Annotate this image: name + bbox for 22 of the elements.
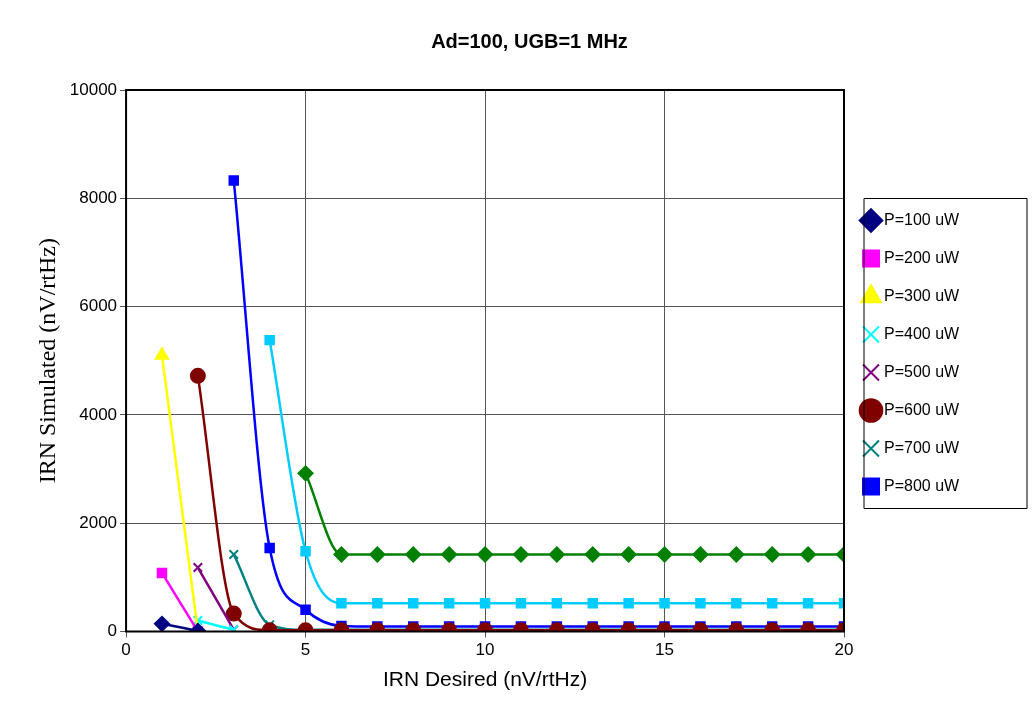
- x-tick-label: 0: [121, 640, 131, 660]
- x-tick-label: 5: [300, 640, 311, 660]
- legend-label: P=600 uW: [884, 400, 961, 418]
- legend-label: P=300 uW: [884, 286, 961, 304]
- legend-label: P=400 uW: [884, 324, 961, 342]
- x-axis-title: IRN Desired (nV/rtHz): [382, 667, 588, 691]
- x-tick-label: 20: [834, 640, 854, 660]
- y-tick-label: 10000: [69, 79, 118, 99]
- x-tick-label: 10: [475, 640, 495, 660]
- y-axis-title: IRN Simulated (nV/rtHz): [33, 238, 60, 484]
- y-tick-label: 0: [107, 621, 118, 641]
- chart-title: Ad=100, UGB=1 MHz: [431, 29, 628, 52]
- y-tick-label: 4000: [79, 404, 118, 424]
- legend-label: P=500 uW: [884, 362, 961, 380]
- y-tick-label: 8000: [79, 187, 118, 207]
- y-tick-label: 6000: [79, 296, 118, 316]
- legend-label: P=700 uW: [884, 438, 961, 456]
- legend-label: P=200 uW: [884, 248, 961, 266]
- x-tick-label: 15: [655, 640, 674, 660]
- y-tick-label: 2000: [79, 512, 118, 532]
- legend-label: P=800 uW: [884, 476, 961, 494]
- legend-label: P=100 uW: [884, 210, 961, 228]
